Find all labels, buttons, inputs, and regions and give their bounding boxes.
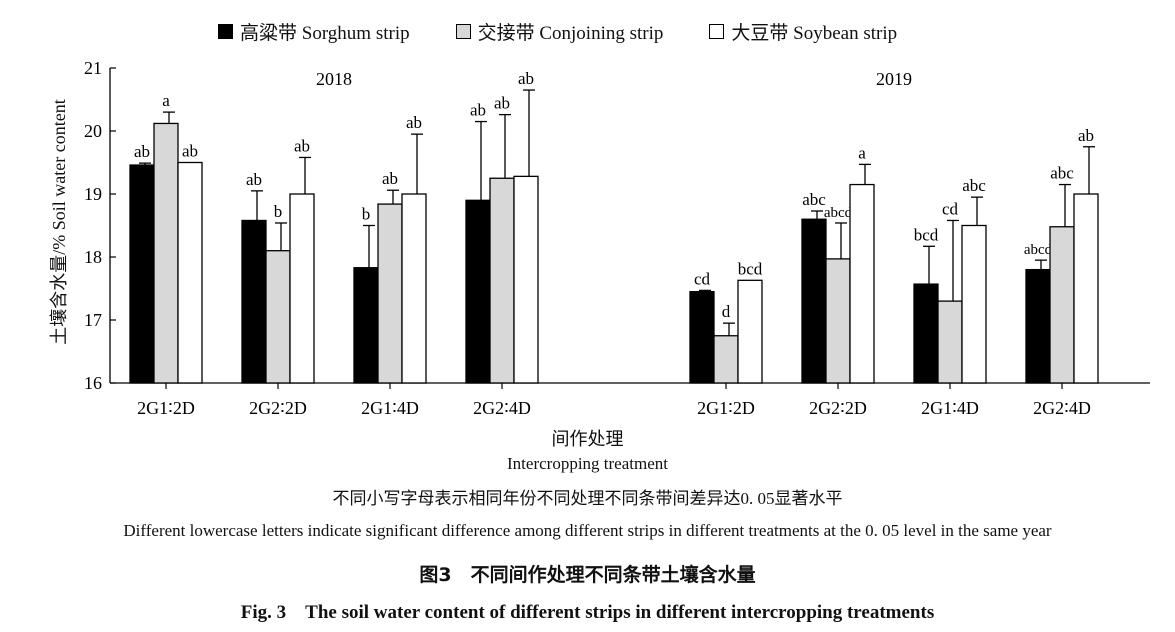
figure-caption-cn: 图3 不同间作处理不同条带土壤含水量 bbox=[419, 564, 756, 586]
significance-letter: abc bbox=[802, 190, 826, 209]
bar bbox=[713, 335, 739, 384]
significance-letter: ab bbox=[494, 94, 510, 113]
bar bbox=[513, 175, 539, 384]
bar bbox=[825, 258, 851, 384]
bar bbox=[465, 199, 491, 384]
bar bbox=[489, 177, 515, 384]
bar bbox=[289, 193, 315, 384]
significance-letter: a bbox=[162, 91, 170, 110]
significance-letter: cd bbox=[694, 269, 711, 288]
significance-letter: ab bbox=[470, 101, 486, 120]
bar bbox=[177, 161, 203, 384]
note-cn: 不同小写字母表示相同年份不同处理不同条带间差异达0. 05显著水平 bbox=[332, 489, 843, 508]
bar bbox=[401, 193, 427, 384]
note-en: Different lowercase letters indicate sig… bbox=[123, 521, 1052, 540]
bar bbox=[1073, 193, 1099, 384]
x-axis-label-cn: 间作处理 bbox=[551, 429, 624, 449]
significance-letter: ab bbox=[1078, 126, 1094, 145]
bar bbox=[849, 183, 875, 384]
significance-letter: ab bbox=[134, 142, 150, 161]
x-tick-label: 2G1∶2D bbox=[137, 398, 195, 418]
x-tick-label: 2G2∶2D bbox=[809, 398, 867, 418]
bar bbox=[265, 250, 291, 384]
x-tick-label: 2G2∶4D bbox=[473, 398, 531, 418]
x-tick-label: 2G1∶2D bbox=[697, 398, 755, 418]
figure-caption-en: Fig. 3 The soil water content of differe… bbox=[240, 602, 935, 623]
legend-item-soybean: 大豆带 Soybean strip bbox=[709, 18, 897, 45]
significance-letter: ab bbox=[518, 69, 534, 88]
y-tick-label: 16 bbox=[84, 373, 102, 393]
legend-item-conjoining: 交接带 Conjoining strip bbox=[455, 18, 664, 45]
significance-letter: ab bbox=[294, 136, 310, 155]
bar bbox=[961, 224, 987, 384]
significance-letter: bcd bbox=[738, 259, 763, 278]
significance-letter: ab bbox=[246, 170, 262, 189]
bar bbox=[737, 279, 763, 384]
legend-item-sorghum: 高粱带 Sorghum strip bbox=[218, 18, 410, 45]
legend-label-conjoining: 交接带 Conjoining strip bbox=[477, 23, 664, 44]
significance-letter: cd bbox=[942, 199, 959, 218]
significance-letter: ab bbox=[406, 113, 422, 132]
significance-letter: b bbox=[362, 205, 371, 224]
y-tick-label: 19 bbox=[84, 184, 102, 204]
y-tick-label: 20 bbox=[84, 121, 102, 141]
significance-letter: d bbox=[722, 302, 731, 321]
y-tick-label: 21 bbox=[84, 58, 102, 78]
x-tick-label: 2G2∶2D bbox=[249, 398, 307, 418]
bar bbox=[129, 164, 155, 384]
bar bbox=[913, 283, 939, 384]
panel-title: 2019 bbox=[876, 69, 912, 89]
legend-swatch-conjoining bbox=[455, 24, 471, 39]
significance-letter: ab bbox=[382, 169, 398, 188]
bar bbox=[1049, 226, 1075, 384]
bar bbox=[153, 122, 179, 384]
significance-letter: a bbox=[858, 143, 866, 162]
significance-letter: b bbox=[274, 202, 283, 221]
bar bbox=[801, 218, 827, 384]
legend-label-soybean: 大豆带 Soybean strip bbox=[731, 23, 898, 44]
x-tick-label: 2G1∶4D bbox=[361, 398, 419, 418]
significance-letter: bcd bbox=[914, 225, 939, 244]
bar bbox=[377, 203, 403, 384]
significance-letter: abcd bbox=[1024, 242, 1053, 258]
bar bbox=[1025, 268, 1051, 384]
panel-title: 2018 bbox=[316, 69, 352, 89]
bar bbox=[937, 300, 963, 384]
bar-chart: 16171819202120182G1∶2Dabaab2G2∶2Dabbab2G… bbox=[84, 58, 1150, 418]
legend-label-sorghum: 高粱带 Sorghum strip bbox=[240, 23, 410, 44]
x-tick-label: 2G1∶4D bbox=[921, 398, 979, 418]
significance-letter: abc bbox=[1050, 164, 1074, 183]
x-tick-label: 2G2∶4D bbox=[1033, 398, 1091, 418]
bar bbox=[353, 267, 379, 384]
x-axis-label-en: Intercropping treatment bbox=[507, 454, 668, 473]
y-tick-label: 18 bbox=[84, 247, 102, 267]
bar bbox=[689, 290, 715, 384]
significance-letter: ab bbox=[182, 142, 198, 161]
bar bbox=[241, 219, 267, 384]
significance-letter: abc bbox=[962, 176, 986, 195]
legend-swatch-sorghum bbox=[218, 24, 233, 39]
legend-swatch-soybean bbox=[709, 24, 725, 39]
legend: 高粱带 Sorghum strip 交接带 Conjoining strip 大… bbox=[218, 18, 897, 45]
y-tick-label: 17 bbox=[84, 310, 102, 330]
significance-letter: abcd bbox=[824, 205, 853, 221]
